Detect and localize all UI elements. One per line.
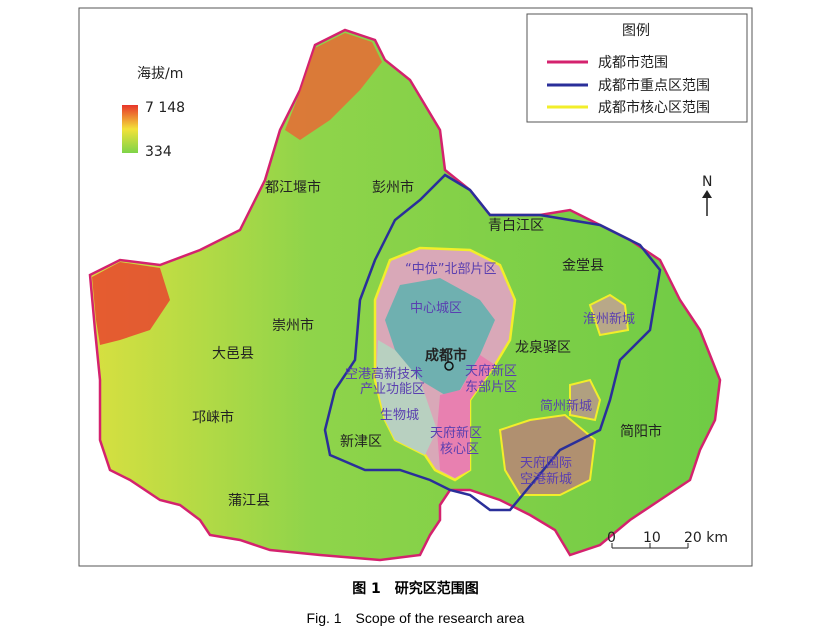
district-label: 邛崃市 — [192, 409, 234, 426]
zone-label: 产业功能区 — [360, 382, 425, 397]
elevation-max: 7 148 — [145, 100, 185, 116]
zone-label: “中优”北部片区 — [405, 262, 496, 277]
zone-label: 天府新区 — [465, 363, 517, 379]
tianfu-core — [437, 390, 470, 478]
zone-label: 东部片区 — [465, 380, 517, 395]
legend-label-city: 成都市范围 — [598, 54, 668, 71]
scale-tick-10: 10 — [643, 530, 661, 546]
zone-label: 天府国际 — [520, 456, 572, 471]
zone-label: 空港高新技术 — [345, 366, 423, 382]
city-center-icon — [444, 361, 454, 371]
legend-title: 图例 — [622, 23, 650, 39]
city-label: 成都市 — [425, 347, 467, 364]
district-label: 崇州市 — [272, 317, 314, 334]
caption-en: Fig. 1 Scope of the research area — [306, 610, 525, 626]
elevation-colorbar — [122, 105, 138, 153]
jianzhou-new-city — [569, 378, 602, 422]
district-label: 金堂县 — [562, 258, 604, 274]
key-area-boundary — [323, 173, 662, 512]
north-label: N — [702, 174, 712, 190]
mountain-north — [285, 33, 382, 140]
legend-label-key: 成都市重点区范围 — [598, 77, 710, 94]
zone-label: 中心城区 — [410, 301, 462, 316]
zone-label: 核心区 — [440, 442, 479, 457]
north-arrowhead-icon — [702, 190, 712, 198]
district-label: 蒲江县 — [228, 493, 270, 509]
elevation-min: 334 — [145, 144, 172, 160]
scale-tick-0: 0 — [607, 530, 616, 546]
zone-label: 空港新城 — [520, 471, 572, 487]
zone-label: 天府新区 — [430, 425, 482, 441]
zone-label: 淮州新城 — [583, 311, 635, 327]
district-label: 都江堰市 — [265, 179, 321, 196]
zone-label: 简州新城 — [540, 398, 592, 414]
district-label: 新津区 — [340, 434, 382, 450]
district-label: 彭州市 — [372, 179, 414, 196]
elevation-title: 海拔/m — [137, 66, 183, 82]
legend-box — [526, 13, 748, 123]
zone-label: 生物城 — [380, 408, 419, 423]
airport-new-city — [498, 413, 597, 496]
district-label: 大邑县 — [212, 346, 254, 362]
airport-hitech — [376, 340, 437, 455]
caption-cn: 图 1 研究区范围图 — [352, 581, 479, 597]
scale-tick-20: 20 km — [684, 530, 728, 546]
district-label: 龙泉驿区 — [515, 339, 571, 356]
central-city — [385, 278, 495, 395]
zone-labels: “中优”北部片区 中心城区 空港高新技术 产业功能区 生物城 天府新区 东部片区… — [345, 262, 635, 487]
district-label: 青白江区 — [488, 218, 544, 234]
mountain-west — [92, 262, 170, 345]
legend-label-core: 成都市核心区范围 — [598, 99, 710, 116]
huaizhou-new-city — [588, 293, 630, 337]
tianfu-east — [455, 355, 495, 400]
district-labels: 都江堰市 彭州市 青白江区 金堂县 崇州市 大邑县 邛崃市 蒲江县 新津区 简阳… — [192, 179, 662, 509]
district-label: 简阳市 — [620, 423, 662, 440]
